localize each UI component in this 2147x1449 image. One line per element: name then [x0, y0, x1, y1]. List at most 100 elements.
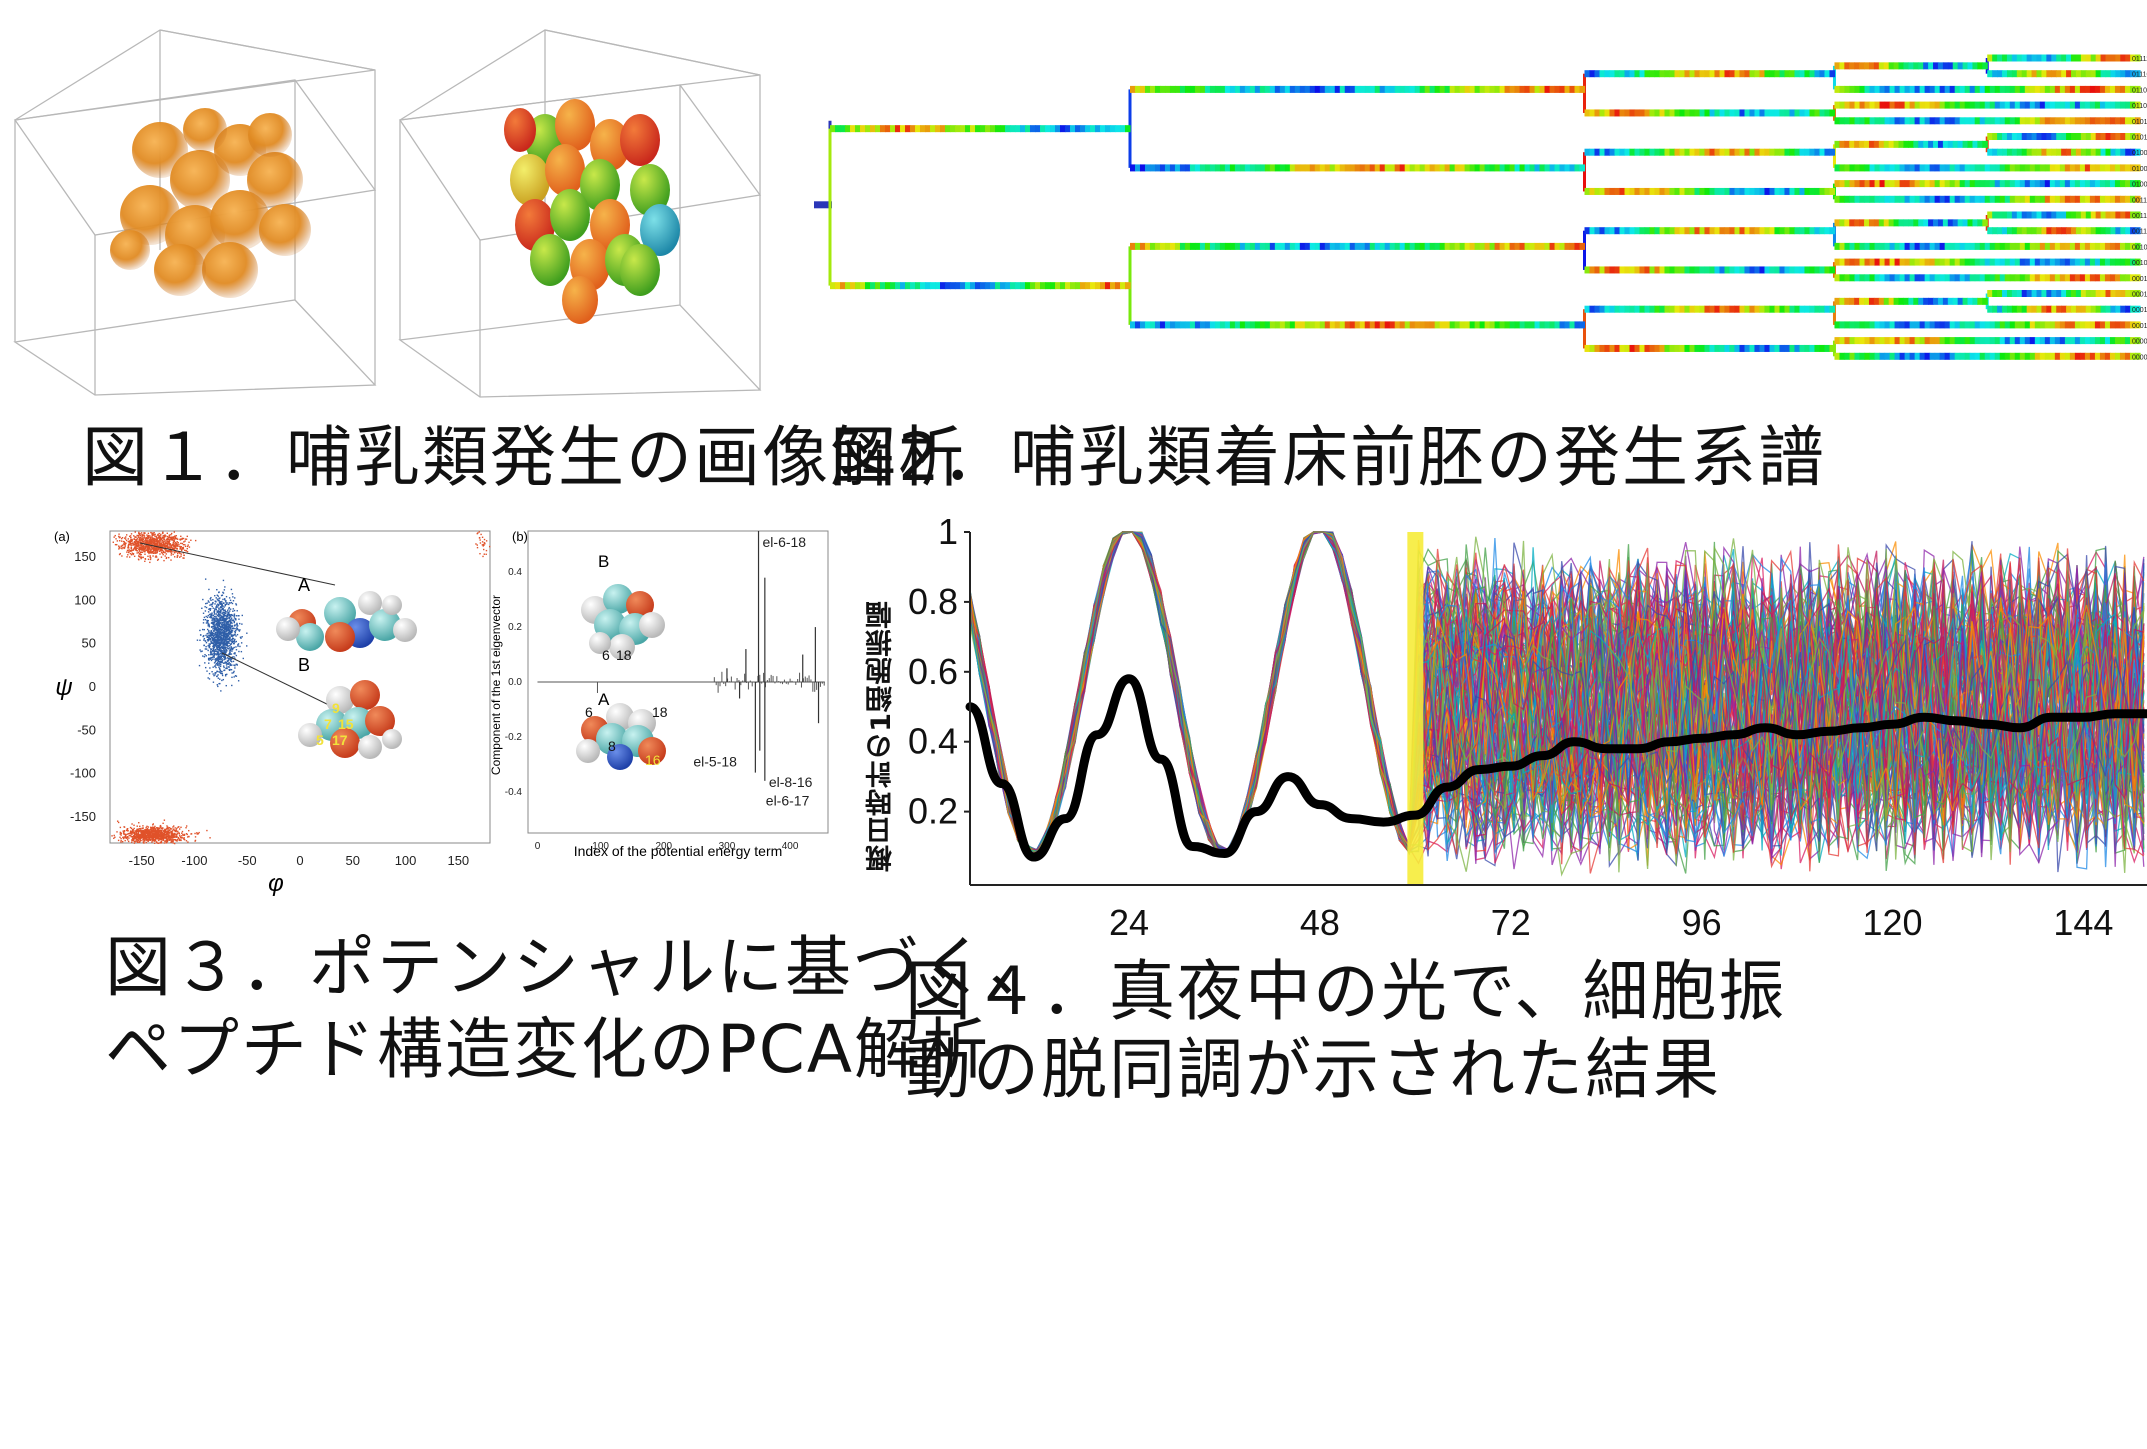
scatter-point-B — [220, 690, 222, 692]
lineage-segment — [1884, 337, 1891, 345]
scatter-point-B — [225, 600, 227, 602]
lineage-segment — [1824, 227, 1831, 235]
lineage-segment — [1714, 70, 1721, 78]
lineage-segment — [2135, 148, 2141, 156]
scatter-point-B — [224, 611, 227, 613]
scatter-point-B — [215, 636, 218, 638]
scatter-point-B — [222, 579, 225, 582]
lineage-segment — [2004, 337, 2011, 345]
scatter-point-A — [156, 534, 159, 536]
lineage-segment — [2024, 164, 2031, 172]
lineage-segment — [1969, 180, 1976, 188]
scatter-point-B — [215, 650, 217, 652]
scatter-point-A — [149, 535, 151, 537]
scatter-point-A — [159, 841, 162, 844]
scatter-point-A — [162, 543, 165, 545]
lineage-segment — [1844, 297, 1850, 305]
lineage-segment — [980, 125, 986, 133]
scatter-point-B — [217, 648, 219, 651]
scatter-point-A — [154, 832, 156, 835]
lineage-segment — [1754, 344, 1761, 352]
scatter-point-B — [216, 675, 218, 678]
lineage-segment — [2024, 101, 2031, 109]
scatter-point-A — [157, 558, 160, 561]
scatter-point-A — [168, 550, 171, 552]
lineage-segment — [2104, 180, 2111, 188]
scatter-point-A — [175, 551, 177, 553]
scatter-point-B — [222, 641, 225, 644]
scatter-point-B — [208, 631, 210, 634]
lineage-segment — [2021, 70, 2028, 78]
lineage-segment — [1125, 282, 1131, 290]
lineage-segment — [1977, 62, 1983, 70]
lineage-segment — [1504, 85, 1511, 93]
scatter-point-B — [209, 643, 211, 645]
lineage-segment — [1997, 148, 2003, 156]
lineage-segment — [2125, 290, 2131, 297]
lineage-segment — [1819, 227, 1826, 235]
scatter-point-A — [138, 540, 140, 543]
lineage-segment — [2114, 180, 2121, 188]
lineage-segment — [2084, 180, 2091, 188]
lineage-segment — [1979, 352, 1986, 360]
lineage-segment — [1939, 258, 1946, 266]
scatter-point-A — [152, 837, 154, 839]
lineage-segment — [2019, 195, 2026, 203]
leaf-label: 000101 — [2132, 307, 2147, 314]
lineage-segment — [1894, 117, 1901, 125]
lineage-segment — [2041, 290, 2047, 297]
lineage-segment — [1224, 164, 1231, 172]
lineage-segment — [1769, 70, 1776, 78]
scatter-point-A — [168, 831, 171, 834]
scatter-point-A — [153, 834, 155, 837]
scatter-point-B — [230, 660, 233, 663]
scatter-point-A — [140, 553, 142, 556]
lineage-segment — [2104, 321, 2111, 329]
lineage-segment — [1164, 242, 1171, 250]
scatter-point-A — [122, 540, 125, 543]
scatter-point-B — [220, 651, 222, 653]
lineage-segment — [1619, 227, 1626, 235]
scatter-point-A — [148, 542, 150, 544]
scatter-point-B — [219, 634, 221, 636]
lineage-segment — [1769, 344, 1776, 352]
scatter-point-A — [140, 556, 143, 559]
scatter-point-A — [162, 837, 165, 839]
lineage-segment — [1075, 282, 1081, 290]
lineage-segment — [1214, 164, 1221, 172]
lineage-segment — [2100, 227, 2107, 235]
lineage-segment — [1689, 148, 1696, 156]
scatter-point-B — [226, 626, 228, 628]
lineage-segment — [1964, 321, 1971, 329]
lineage-segment — [1884, 195, 1891, 203]
lineage-segment — [1849, 101, 1856, 109]
scatter-point-A — [125, 539, 128, 542]
lineage-segment — [2105, 305, 2112, 313]
lineage-segment — [2034, 85, 2041, 93]
scatter-point-A — [128, 832, 130, 835]
lineage-segment — [1909, 321, 1916, 329]
scatter-point-A — [138, 829, 140, 832]
lineage-segment — [1684, 227, 1691, 235]
scatter-point-B — [214, 672, 217, 674]
scatter-point-A — [124, 543, 126, 546]
lineage-segment — [1984, 352, 1991, 360]
lineage-segment — [1893, 219, 1900, 227]
lineage-segment — [1339, 321, 1346, 329]
scatter-point-B — [217, 633, 219, 636]
lineage-segment — [2071, 211, 2077, 219]
lineage-segment — [2054, 321, 2061, 329]
lineage-segment — [2134, 85, 2141, 93]
lineage-segment — [2044, 164, 2051, 172]
scatter-point-B — [219, 625, 222, 628]
lineage-segment — [1974, 242, 1981, 250]
lineage-segment — [995, 282, 1001, 290]
scatter-point-B — [230, 631, 232, 633]
lineage-segment — [2051, 54, 2057, 62]
lineage-segment — [1824, 187, 1831, 195]
lineage-segment — [1130, 85, 1136, 93]
lineage-segment — [830, 125, 836, 133]
lineage-segment — [1599, 227, 1606, 235]
lineage-segment — [2064, 117, 2071, 125]
lineage-segment — [1944, 101, 1951, 109]
